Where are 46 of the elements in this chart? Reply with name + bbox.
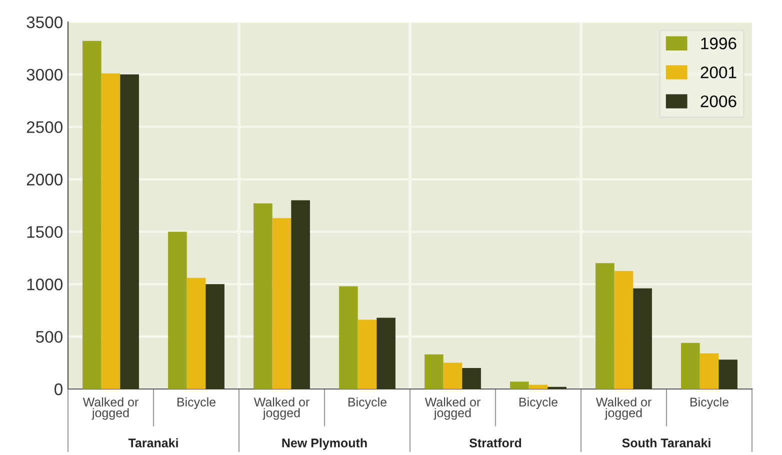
text: Stratford <box>469 438 522 448</box>
x-tick-label: Walked or jogged <box>596 397 652 420</box>
legend-label: 1996 <box>701 38 736 50</box>
y-tick-label: 1000 <box>27 278 62 290</box>
bar <box>443 362 462 389</box>
text: New Plymouth <box>282 438 367 450</box>
text: South Taranaki <box>622 438 710 448</box>
y-tick-label: 1500 <box>27 226 62 238</box>
x-tick-label: Bicycle <box>519 397 558 409</box>
bar <box>424 354 444 389</box>
bar <box>186 278 206 389</box>
bar <box>681 342 700 389</box>
x-tick-label: Bicycle <box>348 397 386 409</box>
bar <box>101 73 120 389</box>
x-tick-label: Bicycle <box>177 397 216 409</box>
bar <box>510 382 529 389</box>
bar <box>596 263 614 389</box>
bar <box>700 353 719 389</box>
bar <box>291 200 310 389</box>
bar <box>254 203 272 389</box>
x-tick-label: Walked or jogged <box>82 397 138 420</box>
bar <box>376 318 396 389</box>
bar <box>339 286 358 389</box>
bar <box>358 320 377 389</box>
y-tick-label: 3000 <box>26 68 62 81</box>
bar <box>168 232 187 389</box>
x-tick-label: Walked or jogged <box>424 397 480 420</box>
y-tick-label: 500 <box>36 330 62 343</box>
y-tick-label: 0 <box>54 383 62 396</box>
y-tick-label: 2000 <box>26 174 62 186</box>
text: Taranaki <box>128 438 178 448</box>
x-tick-label: Walked or jogged <box>254 397 310 420</box>
bar <box>633 288 652 389</box>
bar <box>82 40 102 389</box>
bar <box>120 74 139 389</box>
legend-label: 2006 <box>700 95 736 108</box>
y-tick-label: 3500 <box>26 16 62 28</box>
x-tick-label: Bicycle <box>690 397 728 409</box>
bar <box>718 360 738 389</box>
bar <box>206 284 224 389</box>
bar <box>272 218 292 389</box>
bar <box>462 368 481 389</box>
y-tick-label: 2500 <box>26 121 62 134</box>
legend-label: 2001 <box>700 66 736 78</box>
bar <box>614 271 634 389</box>
bar <box>528 384 548 389</box>
